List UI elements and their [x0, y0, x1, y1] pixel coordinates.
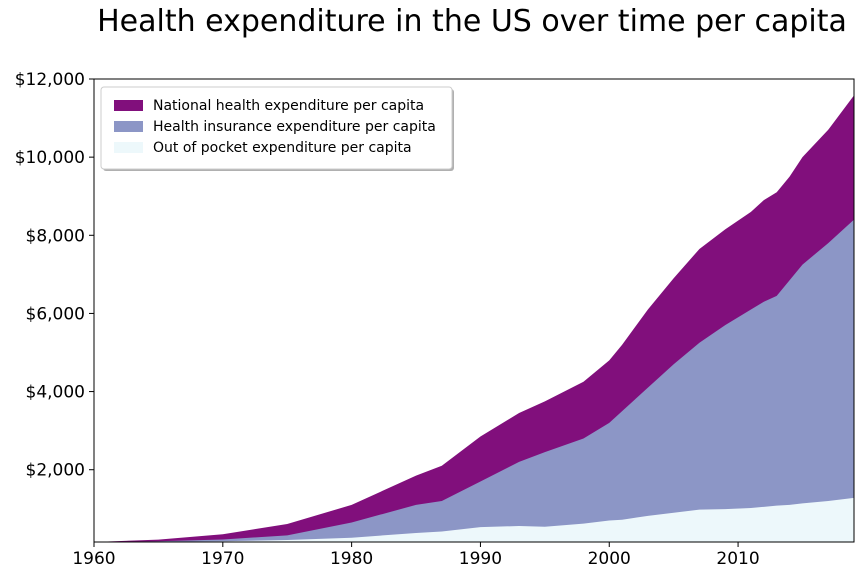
x-tick-label: 1970	[201, 549, 244, 569]
y-tick-label: $12,000	[15, 70, 85, 90]
x-tick-label: 2010	[716, 549, 759, 569]
x-tick-label: 1960	[72, 549, 115, 569]
legend: National health expenditure per capita He…	[100, 86, 454, 171]
chart-title: Health expenditure in the US over time p…	[97, 4, 847, 39]
area-series-1	[94, 219, 854, 542]
y-tick-label: $6,000	[26, 304, 85, 324]
plot-frame	[93, 78, 855, 543]
legend-label: Out of pocket expenditure per capita	[153, 140, 412, 156]
x-tick-label: 2000	[588, 549, 631, 569]
legend-box	[100, 86, 453, 170]
y-tick-label: $2,000	[26, 461, 85, 481]
series-areas	[94, 95, 854, 542]
legend-swatch	[114, 100, 143, 111]
y-tick-label: $8,000	[26, 226, 85, 246]
legend-label: National health expenditure per capita	[153, 98, 424, 114]
x-tick-label: 1980	[330, 549, 373, 569]
legend-swatch	[114, 121, 143, 132]
legend-label: Health insurance expenditure per capita	[153, 119, 436, 135]
x-tick-label: 1990	[459, 549, 502, 569]
area-series-2	[94, 497, 854, 542]
legend-swatch	[114, 142, 143, 153]
y-tick-label: $4,000	[26, 383, 85, 403]
y-axis: $2,000 $4,000 $6,000 $8,000 $10,000 $12,000	[15, 70, 94, 481]
x-axis: 1960 1970 1980 1990 2000 2010	[72, 542, 760, 569]
y-tick-label: $10,000	[15, 148, 85, 168]
